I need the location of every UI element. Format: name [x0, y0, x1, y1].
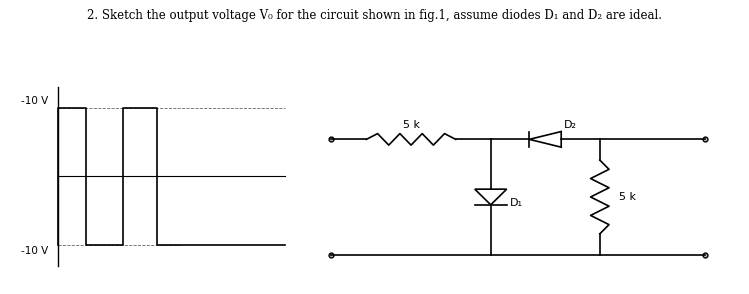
Text: 5 k: 5 k — [402, 120, 419, 130]
Text: D₂: D₂ — [564, 120, 577, 130]
Text: 5 k: 5 k — [619, 192, 636, 202]
Text: D₁: D₁ — [509, 198, 523, 208]
Text: -10 V: -10 V — [21, 246, 48, 256]
Text: 2. Sketch the output voltage V₀ for the circuit shown in fig.1, assume diodes D₁: 2. Sketch the output voltage V₀ for the … — [87, 9, 662, 22]
Text: -10 V: -10 V — [21, 96, 48, 106]
